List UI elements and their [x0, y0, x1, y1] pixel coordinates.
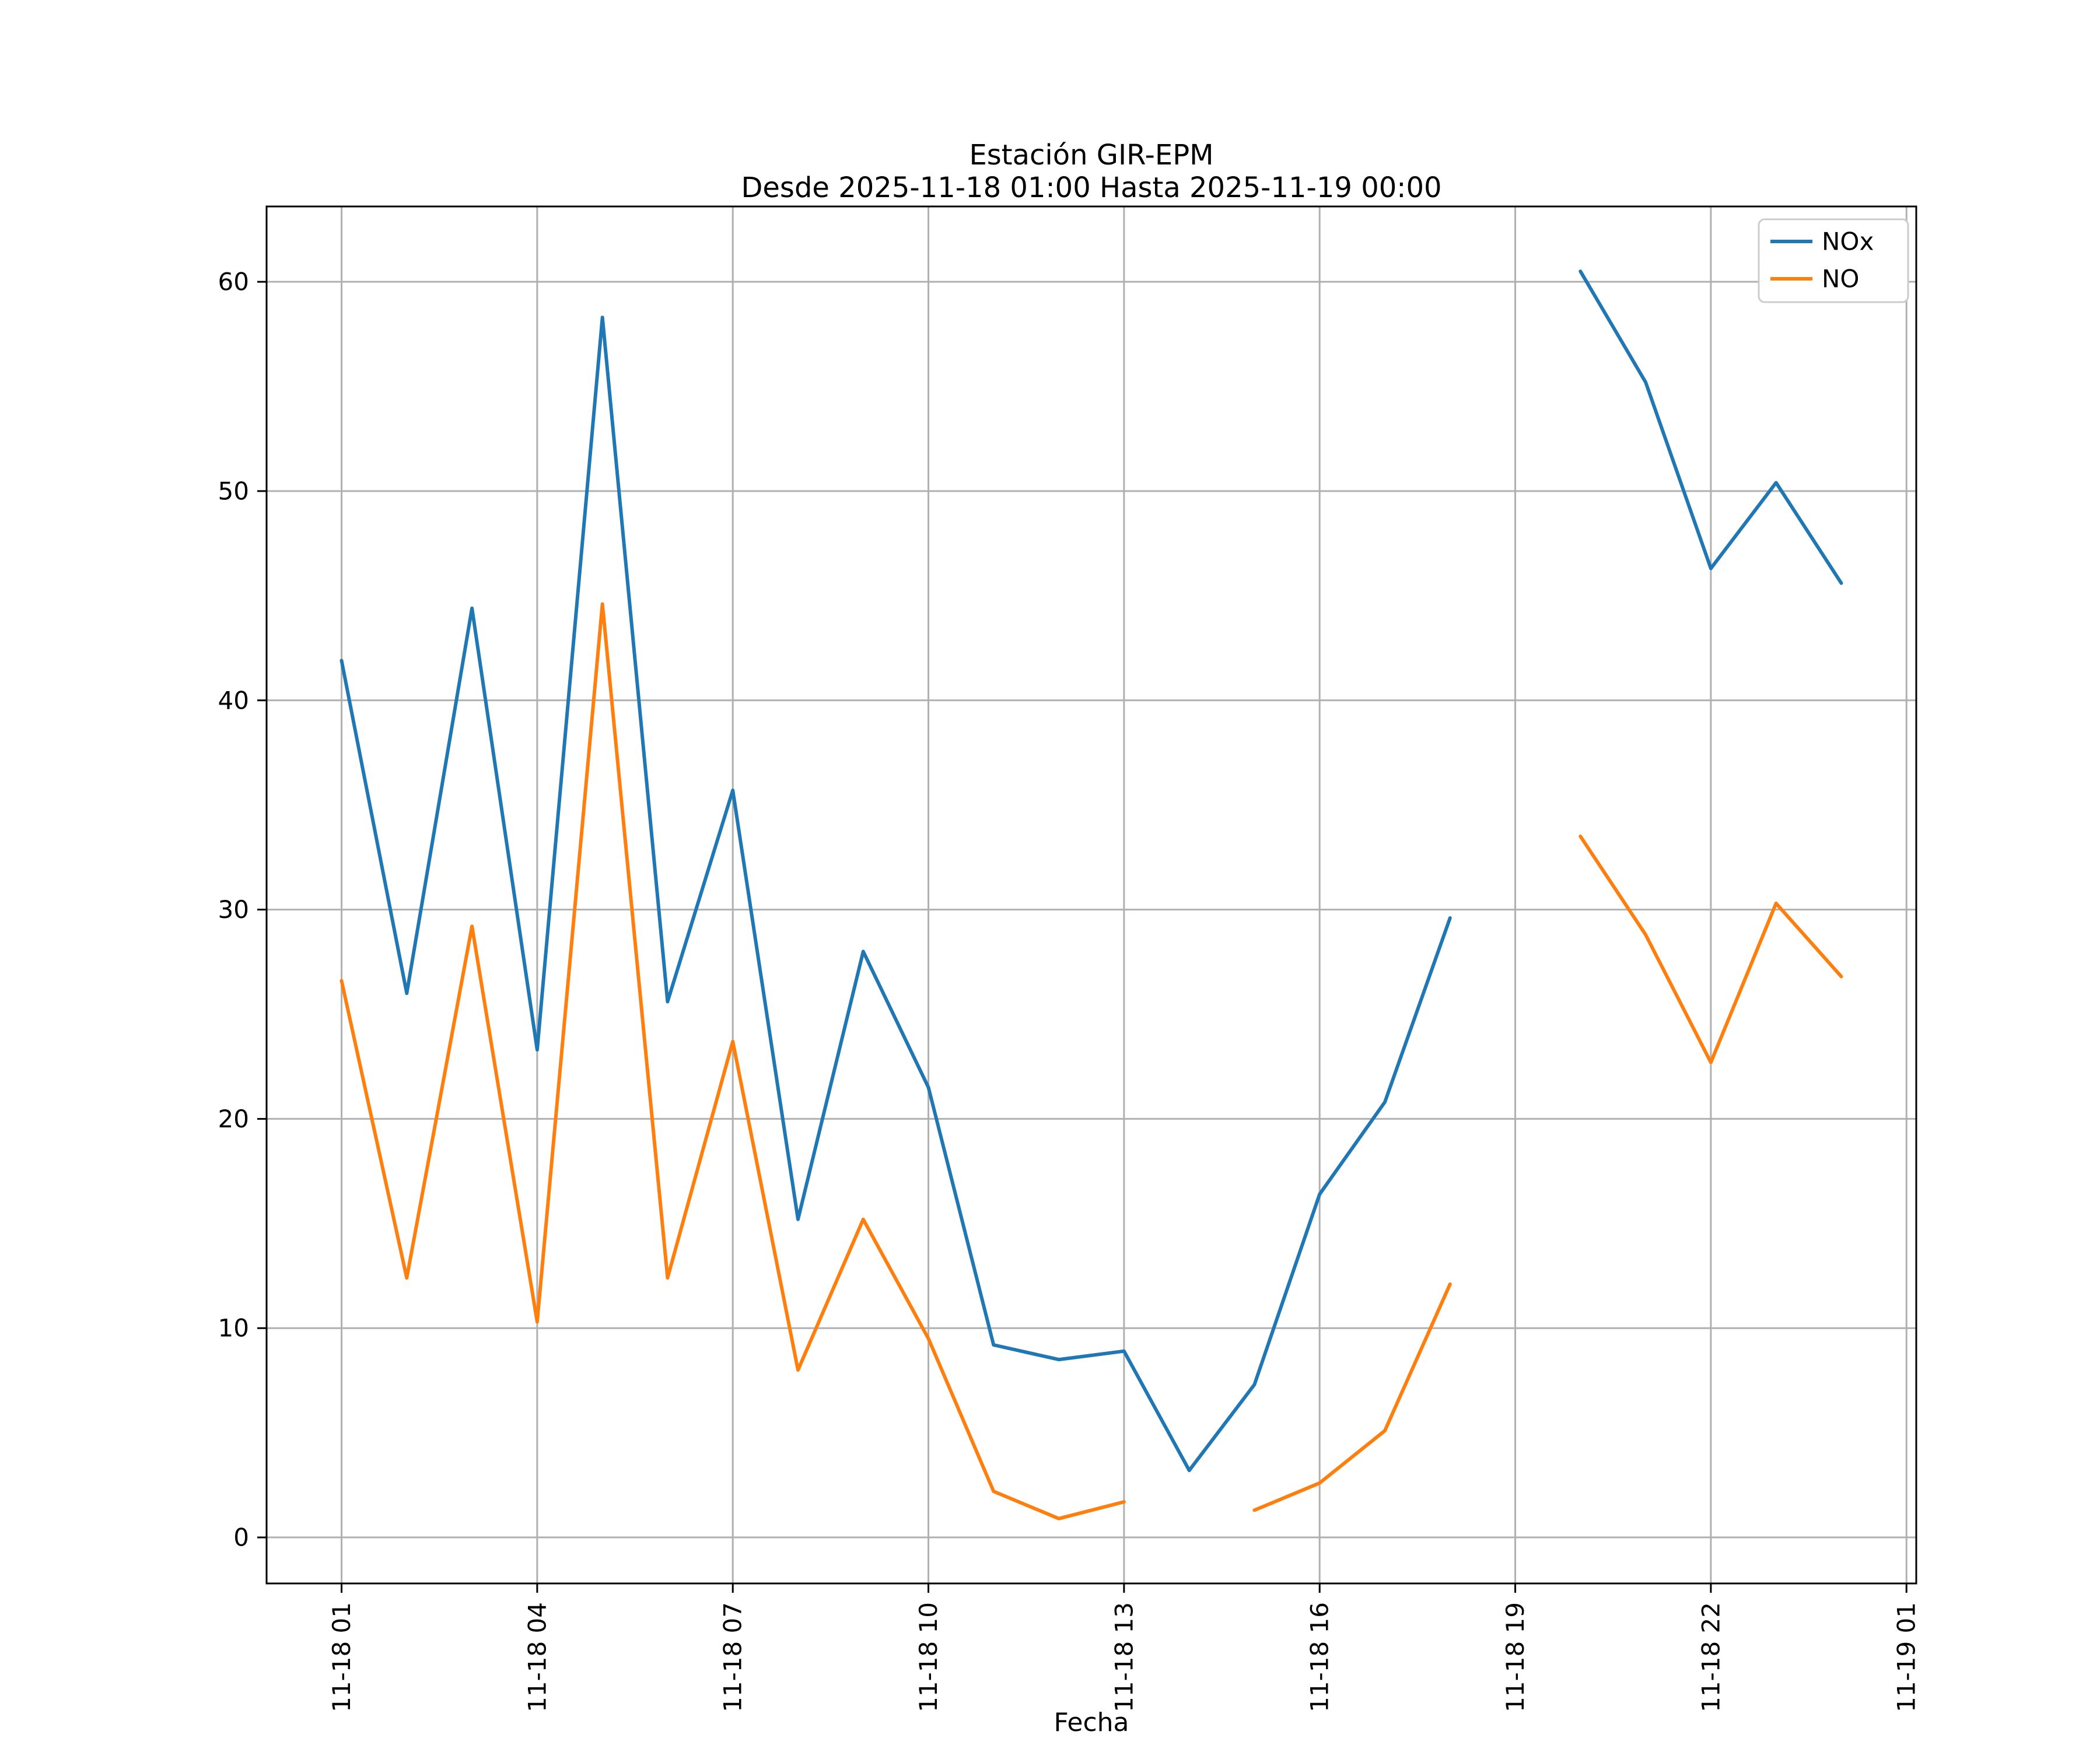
y-tick-label: 30 — [218, 895, 249, 924]
x-tick-label: 11-18 16 — [1306, 1602, 1334, 1712]
x-axis-label: Fecha — [1054, 1708, 1129, 1737]
y-tick-label: 20 — [218, 1105, 249, 1133]
series-line-nox — [340, 269, 1843, 1473]
chart-subtitle: Desde 2025-11-18 01:00 Hasta 2025-11-19 … — [741, 171, 1441, 204]
y-tick-label: 60 — [218, 268, 249, 296]
x-tick-label: 11-18 01 — [327, 1602, 356, 1712]
tick-labels: 11-18 01 11-18 04 11-18 07 11-18 10 11-18 13… — [218, 268, 1921, 1712]
x-tick-label: 11-18 07 — [719, 1602, 747, 1712]
y-tick-label: 0 — [233, 1523, 249, 1552]
x-tick-label: 11-18 04 — [523, 1602, 551, 1712]
axes-border — [265, 205, 1917, 1585]
x-tick-label: 11-19 01 — [1892, 1602, 1921, 1712]
legend-label-nox: NOx — [1822, 227, 1874, 256]
y-tick-label: 50 — [218, 476, 249, 505]
x-tick-label: 11-18 19 — [1501, 1602, 1530, 1712]
grid-lines — [267, 206, 1916, 1583]
legend: NOx NO — [1758, 218, 1909, 303]
y-tick-label: 10 — [218, 1314, 249, 1343]
legend-label-no: NO — [1822, 265, 1859, 293]
y-tick-label: 40 — [218, 686, 249, 714]
series-lines — [340, 269, 1843, 1520]
x-tick-label: 11-18 13 — [1110, 1602, 1138, 1712]
series-line-no — [340, 602, 1843, 1520]
x-tick-label: 11-18 22 — [1696, 1602, 1725, 1712]
tick-marks — [257, 281, 1908, 1593]
x-tick-label: 11-18 10 — [914, 1602, 943, 1712]
chart-title: Estación GIR-EPM — [969, 139, 1213, 171]
